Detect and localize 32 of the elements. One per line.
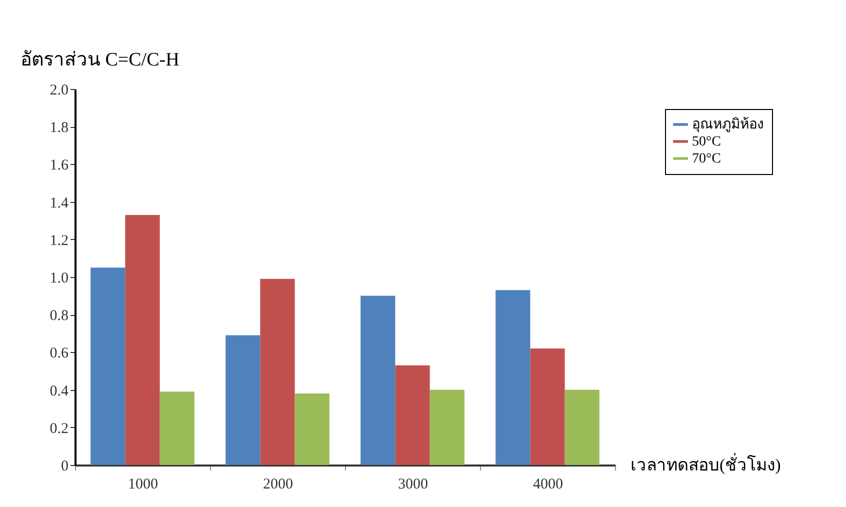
bar	[496, 290, 530, 465]
bar	[395, 365, 430, 465]
bar	[160, 392, 194, 465]
y-tick-label: 1.0	[50, 270, 68, 286]
y-tick-label: 0.6	[50, 346, 69, 362]
legend-label: 50°C	[692, 134, 721, 150]
legend-label: อุณหภูมิห้อง	[692, 116, 764, 132]
y-tick-label: 0.4	[50, 383, 69, 400]
bar	[530, 348, 565, 465]
x-tick-label: 1000	[128, 476, 158, 492]
y-tick-label: 0.2	[50, 420, 68, 437]
x-tick-label: 3000	[398, 476, 428, 492]
y-axis-title: อัตราส่วน C=C/C-H	[20, 50, 180, 70]
bar	[564, 390, 600, 465]
x-tick-label: 4000	[533, 476, 563, 492]
bar	[260, 278, 295, 465]
x-tick-label: 2000	[263, 476, 293, 492]
y-tick-label: 0.8	[50, 308, 68, 324]
y-tick-label: 1.6	[50, 158, 69, 174]
bar	[90, 268, 126, 465]
y-tick-label: 1.8	[50, 120, 68, 136]
bar	[125, 214, 160, 465]
bar	[226, 335, 260, 465]
x-axis-title: เวลาทดสอบ(ชั่วโมง)	[630, 452, 781, 474]
y-tick-label: 0	[61, 458, 68, 474]
bar	[360, 296, 396, 465]
bar	[430, 390, 464, 465]
y-tick-label: 2.0	[50, 82, 68, 98]
legend-label: 70°C	[692, 152, 721, 166]
y-tick-label: 1.4	[50, 195, 69, 212]
bar	[294, 394, 330, 465]
y-tick-label: 1.2	[50, 232, 68, 249]
